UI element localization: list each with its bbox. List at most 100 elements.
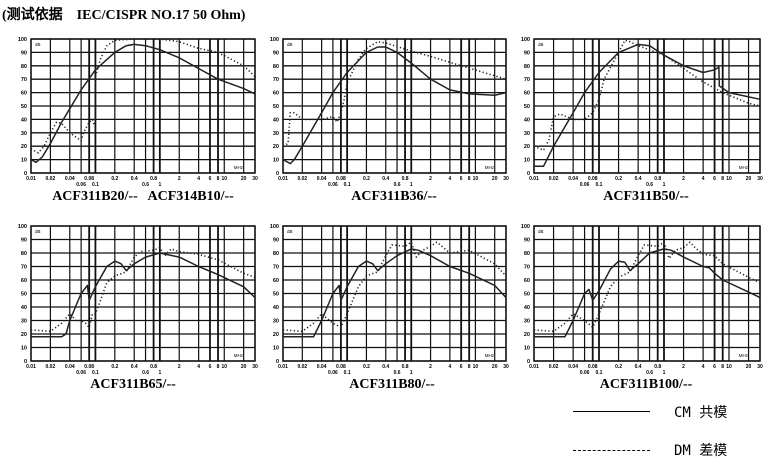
x-tick-label: 0.1 (344, 182, 351, 188)
x-tick-label: 0.06 (328, 182, 338, 188)
x-tick-label: 6 (713, 364, 716, 370)
plot-frame (30, 225, 256, 362)
y-tick-label: 40 (273, 117, 279, 123)
x-tick-label: 0.6 (142, 182, 149, 188)
x-tick-label: 4 (197, 364, 200, 370)
y-tick-label: 70 (524, 77, 530, 83)
x-tick-label: 0.06 (76, 370, 86, 376)
x-tick-label: 0.01 (26, 176, 36, 182)
y-tick-label: 50 (21, 292, 27, 298)
y-tick-label: 30 (524, 131, 530, 137)
x-tick-label: 4 (702, 176, 705, 182)
x-tick-label: 0.1 (596, 182, 603, 188)
y-tick-label: 80 (273, 64, 279, 70)
x-axis-unit: MHz (739, 165, 749, 170)
x-tick-label: 0.06 (328, 370, 338, 376)
y-tick-label: 0 (527, 171, 530, 177)
y-tick-label: 20 (21, 332, 27, 338)
y-tick-label: 30 (273, 319, 279, 325)
y-tick-label: 60 (273, 278, 279, 284)
x-tick-label: 0.6 (394, 370, 401, 376)
y-tick-label: 30 (21, 319, 27, 325)
series-dm-line (30, 246, 256, 333)
header-title: (测试依据 (2, 8, 63, 23)
x-tick-label: 1 (158, 182, 161, 188)
x-tick-label: 20 (746, 176, 752, 182)
x-tick-label: 0.8 (150, 364, 157, 370)
y-tick-label: 50 (273, 292, 279, 298)
header-standard: IEC/CISPR NO.17 50 Ohm) (76, 8, 246, 23)
plot-frame (282, 38, 507, 174)
x-tick-label: 1 (410, 182, 413, 188)
chart-caption-3: ACF311B50/-- (603, 189, 689, 204)
y-tick-label: 50 (524, 292, 530, 298)
y-tick-label: 100 (270, 37, 279, 43)
y-axis-unit: dB (287, 229, 293, 234)
y-tick-label: 20 (273, 332, 279, 338)
x-tick-label: 10 (473, 176, 479, 182)
x-tick-label: 0.2 (363, 176, 370, 182)
y-tick-label: 40 (524, 305, 530, 311)
y-tick-label: 70 (524, 265, 530, 271)
y-tick-label: 80 (21, 251, 27, 257)
x-tick-label: 8 (468, 176, 471, 182)
series-dm-line (533, 241, 761, 333)
y-tick-label: 70 (273, 265, 279, 271)
chart-caption-5: ACF311B80/-- (349, 377, 435, 392)
y-tick-label: 0 (24, 171, 27, 177)
x-tick-label: 0.02 (46, 176, 56, 182)
plot-frame (30, 38, 256, 174)
x-tick-label: 0.02 (297, 176, 307, 182)
x-axis-unit: MHz (234, 353, 244, 358)
x-tick-label: 0.04 (568, 176, 578, 182)
x-tick-label: 0.08 (84, 176, 94, 182)
y-tick-label: 70 (21, 77, 27, 83)
y-tick-label: 20 (524, 332, 530, 338)
series-cm-line (30, 43, 256, 164)
x-tick-label: 0.6 (394, 182, 401, 188)
x-tick-label: 30 (503, 176, 509, 182)
x-tick-label: 0.6 (142, 370, 149, 376)
plot-frame (533, 225, 761, 362)
x-tick-label: 0.06 (76, 182, 86, 188)
x-tick-label: 0.01 (529, 364, 539, 370)
x-tick-label: 2 (429, 176, 432, 182)
y-tick-label: 100 (18, 224, 27, 230)
x-tick-label: 8 (217, 364, 220, 370)
y-tick-label: 20 (273, 144, 279, 150)
series-cm-line (534, 43, 761, 168)
y-tick-label: 60 (21, 278, 27, 284)
x-axis-unit: MHz (739, 353, 749, 358)
y-tick-label: 60 (524, 278, 530, 284)
x-tick-label: 4 (448, 364, 451, 370)
y-tick-label: 60 (524, 91, 530, 97)
y-tick-label: 80 (524, 64, 530, 70)
x-tick-label: 0.2 (615, 176, 622, 182)
x-tick-label: 0.06 (580, 370, 590, 376)
y-tick-label: 90 (524, 50, 530, 56)
x-tick-label: 0.02 (46, 364, 56, 370)
x-axis-unit: MHz (485, 165, 495, 170)
x-tick-label: 0.4 (131, 176, 138, 182)
series-cm-line (283, 248, 507, 338)
x-tick-label: 10 (221, 176, 227, 182)
legend-dm-label: DM 差模 (674, 443, 728, 459)
y-tick-label: 70 (273, 77, 279, 83)
y-tick-label: 10 (21, 346, 27, 352)
y-tick-label: 40 (273, 305, 279, 311)
y-tick-label: 40 (21, 117, 27, 123)
x-tick-label: 30 (757, 364, 763, 370)
y-tick-label: 10 (273, 346, 279, 352)
x-axis-unit: MHz (234, 165, 244, 170)
x-tick-label: 20 (746, 364, 752, 370)
x-tick-label: 0.08 (336, 364, 346, 370)
y-tick-label: 90 (21, 238, 27, 244)
y-tick-label: 10 (524, 158, 530, 164)
chart-caption-4: ACF311B65/-- (90, 377, 176, 392)
x-tick-label: 30 (503, 364, 509, 370)
